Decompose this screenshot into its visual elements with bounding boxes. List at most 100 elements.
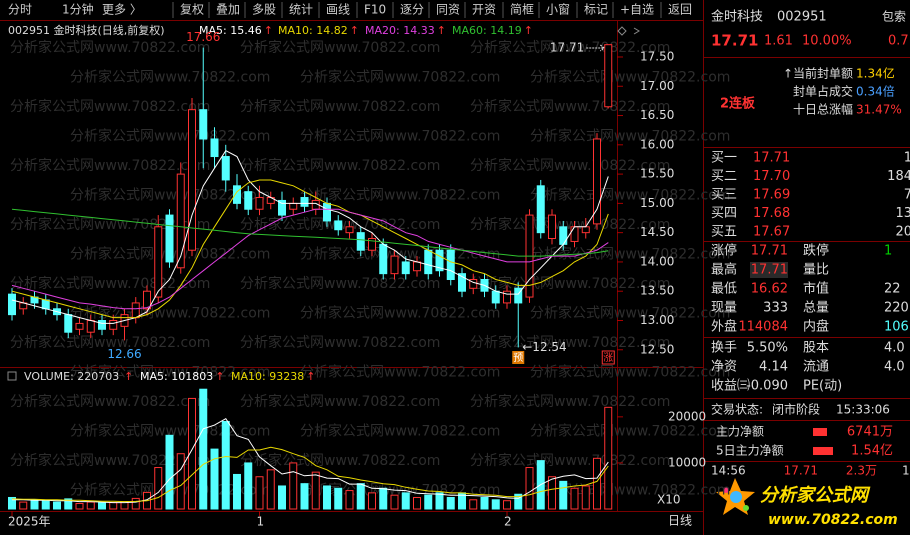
period-label[interactable]: 日线	[668, 514, 692, 528]
bid-label: 买四	[711, 206, 737, 221]
y-tick-label: 17.00	[640, 79, 674, 93]
stat-label: 换手	[711, 341, 737, 356]
logo-url: www.70822.com	[768, 512, 898, 528]
stat-value: 4.0	[884, 360, 905, 375]
candle-body	[458, 273, 466, 292]
watermark: 分析家公式网www.70822.com	[300, 423, 500, 440]
stat-label: 最高	[711, 262, 737, 278]
toolbar-button[interactable]: 叠加	[216, 3, 240, 17]
toolbar-button[interactable]: 小窗	[546, 3, 570, 17]
volume-bar	[131, 497, 140, 510]
watermark: 分析家公式网www.70822.com	[10, 393, 210, 410]
bid-price: 17.68	[753, 206, 790, 221]
volume-bar	[491, 499, 500, 510]
marker-badge	[512, 351, 525, 364]
toolbar-button[interactable]: 画线	[326, 3, 350, 17]
bid-volume: 7	[904, 188, 910, 203]
watermark: 分析家公式网www.70822.com	[240, 275, 440, 292]
legend-arrow: ↑	[350, 24, 359, 37]
flow-bar	[813, 447, 833, 455]
candle-body	[368, 238, 376, 251]
y-tick-label: 15.50	[640, 167, 674, 181]
legend-entry: MA60: 14.19	[452, 24, 522, 37]
stat-label: 最低	[711, 282, 737, 297]
toolbar-button[interactable]: 1分钟	[62, 2, 94, 17]
watermark: 分析家公式网www.70822.com	[10, 334, 210, 351]
bid-volume: 13	[895, 206, 910, 221]
candle-body	[491, 290, 500, 304]
toolbar-button[interactable]: 开资	[472, 3, 496, 17]
stat-value: -0.090	[746, 379, 788, 394]
toolbar-button[interactable]: +自选	[620, 3, 654, 17]
candle-body	[278, 199, 286, 216]
volume-bar	[559, 480, 568, 510]
volume-bar	[255, 476, 264, 510]
toolbar-button[interactable]: 统计	[289, 3, 313, 17]
toolbar-button[interactable]: 复权	[180, 3, 204, 17]
y-tick-label: 16.50	[640, 108, 674, 122]
volume-bar	[401, 492, 410, 510]
watermark: 分析家公式网www.70822.com	[530, 364, 730, 381]
volume-bar	[593, 457, 601, 510]
candle-body	[356, 232, 365, 251]
toolbar-button[interactable]: F10	[364, 3, 386, 17]
toolbar-button[interactable]: 多股	[252, 3, 276, 17]
toolbar-button[interactable]: 标记	[584, 3, 608, 17]
volume-bar	[368, 492, 376, 510]
watermark: 分析家公式网www.70822.com	[70, 305, 270, 322]
candle-body	[98, 319, 106, 330]
stat-label: 流通	[803, 360, 829, 375]
stat-label: 收益㈢	[711, 379, 750, 394]
cut-value: 0.7	[888, 34, 909, 49]
bid-price: 17.71	[753, 151, 790, 166]
volume-bar	[300, 483, 309, 510]
candle-body	[188, 109, 196, 251]
stat-label: 现量	[711, 301, 737, 316]
change: 1.61	[764, 34, 793, 49]
toolbar-button[interactable]: 分时	[8, 3, 32, 17]
bid-volume: 184	[887, 169, 910, 184]
toolbar-button[interactable]: 简框	[510, 3, 534, 17]
marker: 预	[513, 352, 523, 364]
watermark: 分析家公式网www.70822.com	[530, 187, 730, 204]
y-tick-label: 20000	[668, 409, 706, 423]
stat-label: 外盘	[711, 319, 737, 335]
bid-label: 买一	[711, 151, 737, 166]
watermark: 分析家公式网www.70822.com	[530, 128, 730, 145]
toolbar-button[interactable]: 同资	[436, 3, 460, 17]
candle-body	[536, 185, 545, 234]
bid-price: 17.67	[753, 225, 790, 240]
volume-bar	[41, 500, 50, 510]
unit-label: X10	[657, 493, 681, 507]
volume-bar	[311, 471, 320, 510]
flow-value: 1.54亿	[851, 444, 893, 459]
watermark: 分析家公式网www.70822.com	[300, 364, 500, 381]
bid-label: 买三	[711, 188, 737, 203]
bid-price: 17.69	[753, 188, 790, 203]
flow-label: 5日主力净额	[716, 444, 784, 458]
candle-body	[548, 214, 556, 240]
candle-body	[199, 109, 208, 140]
candle-body	[289, 202, 298, 210]
legend-arrow: ↑	[524, 24, 533, 37]
candle-body	[323, 202, 331, 222]
volume-bar	[210, 448, 219, 510]
volume-bar	[581, 485, 590, 510]
watermark: 分析家公式网www.70822.com	[240, 39, 440, 56]
watermark: 分析家公式网www.70822.com	[470, 39, 670, 56]
watermark: 分析家公式网www.70822.com	[70, 423, 270, 440]
x-tick-label: 1	[257, 515, 265, 529]
corner-tab[interactable]: 包索	[882, 10, 906, 24]
watermark: 分析家公式网www.70822.com	[530, 423, 730, 440]
volume-bar	[8, 496, 16, 510]
candle-body	[593, 138, 601, 225]
candle-body	[221, 156, 230, 181]
watermark: 分析家公式网www.70822.com	[70, 187, 270, 204]
toolbar-button[interactable]: 返回	[668, 3, 692, 17]
toolbar-button[interactable]: 逐分	[400, 3, 424, 17]
volume-bar	[289, 462, 298, 510]
x-tick-label: 2025年	[8, 515, 51, 529]
chart-title: 002951 金时科技(日线,前复权)	[8, 23, 165, 37]
volume-bar	[480, 496, 489, 510]
toolbar-button[interactable]: 更多 〉	[102, 3, 142, 17]
